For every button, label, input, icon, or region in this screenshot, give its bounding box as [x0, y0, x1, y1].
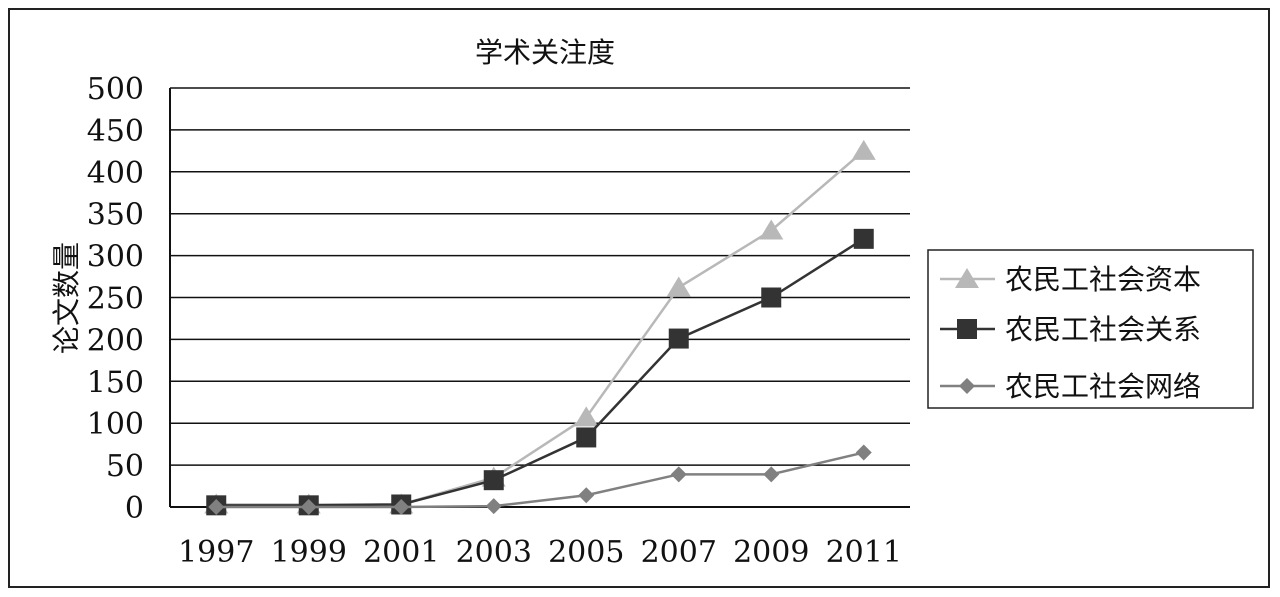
data-point: [483, 470, 504, 491]
data-point: [668, 328, 689, 349]
data-point: [853, 228, 874, 249]
legend-item: 农民工社会网络: [940, 370, 1201, 403]
data-point: [208, 499, 225, 515]
y-tick-label: 350: [87, 198, 144, 233]
x-tick-label: 1999: [271, 535, 347, 570]
x-tick-label: 2005: [548, 535, 624, 570]
y-axis-label: 论文数量: [50, 242, 83, 354]
y-tick-label: 100: [87, 407, 144, 442]
legend-marker: [959, 378, 975, 394]
series-line: [216, 237, 865, 507]
series-line: [216, 149, 865, 506]
chart-title: 学术关注度: [475, 36, 615, 69]
data-point: [855, 444, 872, 461]
x-tick-label: 2009: [733, 535, 809, 570]
data-point: [485, 498, 502, 515]
data-point: [578, 487, 595, 504]
x-tick-labels: 1997 1999 2001 2003 2005 2007 2009 2011: [178, 535, 902, 570]
x-tick-label: 2007: [641, 535, 717, 570]
legend-label: 农民工社会资本: [1005, 263, 1201, 296]
y-tick-label: 450: [87, 114, 144, 149]
legend-marker: [955, 268, 979, 288]
y-tick-label: 300: [87, 240, 144, 275]
data-point: [851, 139, 876, 160]
legend-item: 农民工社会关系: [940, 313, 1201, 346]
y-tick-label: 200: [87, 323, 144, 358]
data-point: [670, 466, 687, 483]
x-tick-label: 2001: [363, 535, 439, 570]
legend-item: 农民工社会资本: [940, 263, 1201, 296]
y-tick-labels: 0 50 100 150 200 250 300 350 400 450 500: [87, 72, 144, 526]
y-tick-label: 50: [106, 449, 144, 484]
data-point: [393, 499, 410, 515]
series-3: [208, 444, 872, 515]
data-point: [763, 466, 780, 483]
legend-marker: [957, 319, 977, 339]
legend-label: 农民工社会网络: [1005, 370, 1201, 403]
y-tick-label: 0: [125, 491, 144, 526]
data-point: [300, 499, 317, 515]
data-point: [759, 219, 784, 240]
y-tick-label: 500: [87, 72, 144, 107]
y-tick-label: 150: [87, 365, 144, 400]
y-tick-label: 250: [87, 282, 144, 317]
y-tick-label: 400: [87, 156, 144, 191]
x-tick-label: 1997: [178, 535, 254, 570]
data-point: [761, 287, 782, 308]
data-point: [666, 276, 691, 297]
series-layer: [204, 139, 876, 516]
data-point: [576, 427, 597, 448]
x-tick-label: 2011: [826, 535, 902, 570]
series-2: [206, 228, 874, 516]
data-point: [574, 406, 599, 427]
x-tick-label: 2003: [456, 535, 532, 570]
series-line: [216, 451, 865, 509]
gridlines: [169, 87, 910, 508]
legend-label: 农民工社会关系: [1005, 313, 1201, 346]
